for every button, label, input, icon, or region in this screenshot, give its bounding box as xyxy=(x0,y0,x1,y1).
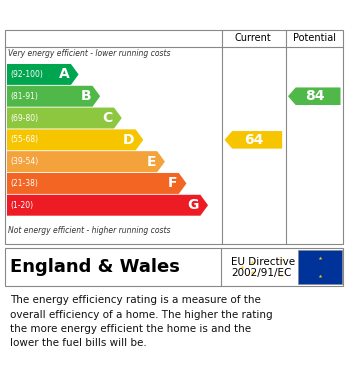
Text: Current: Current xyxy=(235,33,272,43)
Text: (21-38): (21-38) xyxy=(10,179,38,188)
Polygon shape xyxy=(7,108,122,129)
Text: (92-100): (92-100) xyxy=(10,70,43,79)
Polygon shape xyxy=(7,86,100,107)
Text: C: C xyxy=(102,111,113,125)
Text: Energy Efficiency Rating: Energy Efficiency Rating xyxy=(60,5,288,23)
Text: The energy efficiency rating is a measure of the
overall efficiency of a home. T: The energy efficiency rating is a measur… xyxy=(10,295,273,348)
Text: F: F xyxy=(168,176,177,190)
Text: 64: 64 xyxy=(244,133,264,147)
Text: 84: 84 xyxy=(305,89,325,103)
Bar xyxy=(298,250,342,284)
Text: E: E xyxy=(147,154,156,169)
Text: (69-80): (69-80) xyxy=(10,113,39,122)
Polygon shape xyxy=(7,151,165,172)
Text: Very energy efficient - lower running costs: Very energy efficient - lower running co… xyxy=(8,49,171,58)
Polygon shape xyxy=(7,173,187,194)
Polygon shape xyxy=(288,88,340,105)
Text: Not energy efficient - higher running costs: Not energy efficient - higher running co… xyxy=(8,226,171,235)
Text: EU Directive: EU Directive xyxy=(231,257,295,267)
Text: (55-68): (55-68) xyxy=(10,135,39,144)
Text: (81-91): (81-91) xyxy=(10,92,38,101)
Text: (39-54): (39-54) xyxy=(10,157,39,166)
Text: B: B xyxy=(80,89,91,103)
Polygon shape xyxy=(7,129,143,150)
Text: G: G xyxy=(188,198,199,212)
Polygon shape xyxy=(7,195,208,216)
Text: (1-20): (1-20) xyxy=(10,201,33,210)
Polygon shape xyxy=(7,64,79,85)
Polygon shape xyxy=(224,131,282,149)
Text: A: A xyxy=(59,67,70,81)
Text: D: D xyxy=(123,133,134,147)
Text: Potential: Potential xyxy=(293,33,336,43)
Text: 2002/91/EC: 2002/91/EC xyxy=(231,268,292,278)
Text: England & Wales: England & Wales xyxy=(10,258,180,276)
